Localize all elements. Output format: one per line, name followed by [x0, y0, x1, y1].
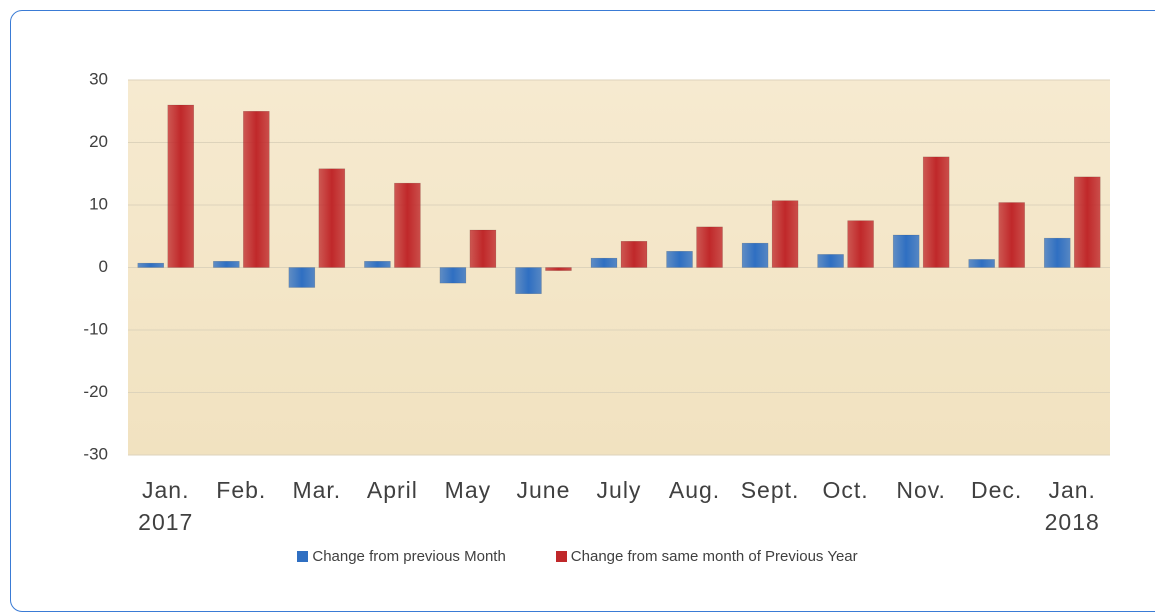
bar: [469, 229, 497, 268]
x-tick-label: Feb.: [216, 477, 267, 503]
x-tick-label: Nov.: [896, 477, 946, 503]
bar: [394, 182, 421, 268]
chart-svg: -30 -20 -10 0 10 20 30: [83, 69, 1110, 463]
bar: [666, 251, 693, 268]
bar: [590, 257, 618, 268]
x-tick-label: Jan. 2017: [138, 477, 194, 535]
legend-swatch: [297, 551, 309, 562]
bar: [167, 104, 195, 268]
bar: [515, 267, 542, 294]
x-tick-label: April: [366, 477, 418, 503]
y-tick-label: -20: [83, 382, 108, 401]
legend-label: Change from same month of Previous Year: [570, 548, 858, 565]
x-tick-label: Dec.: [971, 477, 1023, 503]
bar: [892, 234, 920, 268]
chart: -30 -20 -10 0 10 20 30 Change from previous Mo…: [0, 69, 1155, 565]
x-tick-label: June: [516, 477, 571, 503]
x-tick-label: May: [444, 477, 492, 503]
x-tick-label: Jan. 2018: [1044, 477, 1100, 535]
bar: [318, 168, 346, 268]
x-tick-label: Oct.: [822, 477, 869, 503]
bar: [998, 202, 1025, 268]
bar: [243, 111, 270, 268]
bar: [1043, 237, 1071, 268]
legend-swatch: [555, 551, 567, 562]
y-tick-label: -10: [83, 319, 108, 338]
bar: [847, 220, 874, 268]
bar: [620, 241, 648, 268]
bar: [696, 226, 723, 268]
x-tick-label: July: [596, 477, 642, 503]
bar: [137, 262, 165, 268]
bar: [364, 261, 391, 268]
bar: [288, 267, 316, 288]
y-tick-label: 10: [89, 194, 108, 213]
bar: [439, 267, 467, 284]
bar: [771, 200, 799, 268]
bar: [817, 254, 844, 268]
y-tick-label: 20: [89, 132, 108, 151]
bar: [741, 242, 769, 268]
bar: [1073, 176, 1101, 268]
bar: [922, 156, 950, 268]
y-tick-label: -30: [83, 444, 108, 463]
bar: [968, 259, 995, 268]
y-tick-label: 0: [99, 257, 108, 276]
bar: [545, 267, 572, 271]
legend-item: Change from same month of Previous Year: [555, 548, 858, 565]
legend-label: Change from previous Month: [312, 548, 506, 565]
bar: [213, 261, 240, 268]
x-tick-label: Sept.: [740, 477, 800, 503]
legend-item: Change from previous Month: [297, 548, 506, 565]
y-tick-label: 30: [89, 69, 108, 88]
legend: Change from previous Month Change from sa…: [0, 548, 1155, 565]
x-tick-label: Aug.: [668, 477, 721, 503]
x-tick-label: Mar.: [292, 477, 342, 503]
